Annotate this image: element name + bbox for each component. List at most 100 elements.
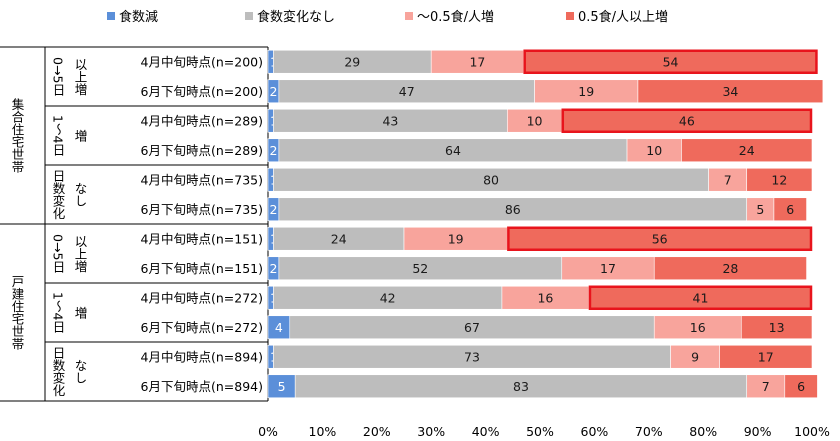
data-label: 10 xyxy=(527,113,543,128)
subgroup-label: なし xyxy=(73,182,88,207)
data-label: 73 xyxy=(464,349,480,364)
data-label: 19 xyxy=(448,231,464,246)
row-label: 4月中旬時点(n=272) xyxy=(141,290,263,305)
row-label: 4月中旬時点(n=151) xyxy=(141,231,263,246)
x-tick-label: 40% xyxy=(472,424,500,439)
highlight-box xyxy=(561,108,813,133)
x-tick-label: 60% xyxy=(581,424,609,439)
x-tick-label: 70% xyxy=(635,424,663,439)
bar-segment xyxy=(746,167,813,192)
data-label: 5 xyxy=(278,379,286,394)
data-label: 9 xyxy=(691,349,699,364)
data-label: 43 xyxy=(382,113,398,128)
data-label: 34 xyxy=(722,84,738,99)
data-label: 41 xyxy=(693,290,709,305)
x-tick-label: 50% xyxy=(526,424,554,439)
row-label: 6月下旬時点(n=200) xyxy=(141,84,263,99)
highlight-box xyxy=(507,226,813,251)
row-label: 4月中旬時点(n=735) xyxy=(141,172,263,187)
data-label: 86 xyxy=(505,202,521,217)
data-label: 13 xyxy=(769,320,785,335)
data-label: 4 xyxy=(275,320,283,335)
data-label: 54 xyxy=(663,54,679,69)
legend-label: 食数変化なし xyxy=(257,9,335,25)
highlight-box xyxy=(523,49,818,74)
data-label: 56 xyxy=(652,231,668,246)
data-label: 28 xyxy=(722,261,738,276)
legend-swatch xyxy=(566,12,574,20)
row-label: 6月下旬時点(n=151) xyxy=(141,261,263,276)
row-label: 6月下旬時点(n=272) xyxy=(141,320,263,335)
bars: 1291754247193414310462641024180712286561… xyxy=(267,49,824,399)
data-label: 17 xyxy=(469,54,485,69)
data-label: 6 xyxy=(786,202,794,217)
x-tick-label: 100% xyxy=(794,424,830,439)
subgroup-label: 0→5日 xyxy=(51,234,66,273)
group-label: 戸建住宅世帯 xyxy=(10,275,25,350)
data-label: 16 xyxy=(690,320,706,335)
data-label: 29 xyxy=(344,54,360,69)
data-label: 17 xyxy=(758,349,774,364)
row-label: 4月中旬時点(n=200) xyxy=(141,54,263,69)
row-label: 6月下旬時点(n=289) xyxy=(141,143,263,158)
x-tick-label: 30% xyxy=(417,424,445,439)
subgroup-label: 1～4日 xyxy=(51,292,66,333)
subgroup-label: 日数変化 xyxy=(51,170,66,221)
group-label: 集合住宅世帯 xyxy=(10,97,25,173)
bar-segment xyxy=(773,197,807,222)
data-label: 47 xyxy=(399,84,415,99)
data-label: 6 xyxy=(797,379,805,394)
subgroup-label: 増 xyxy=(73,129,88,142)
data-label: 19 xyxy=(578,84,594,99)
data-label: 80 xyxy=(483,172,499,187)
bar-segment xyxy=(740,315,813,340)
data-label: 7 xyxy=(762,379,770,394)
x-tick-label: 0% xyxy=(258,424,278,439)
subgroup-label: 日数変化 xyxy=(51,347,66,398)
data-label: 10 xyxy=(646,143,662,158)
x-axis: 0% 10% 20% 30% 40% 50% 60% 70% 80% 90% 100% xyxy=(258,424,830,439)
data-label: 2 xyxy=(269,261,277,276)
data-label: 7 xyxy=(724,172,732,187)
legend-swatch xyxy=(107,12,115,20)
data-label: 83 xyxy=(513,379,529,394)
data-label: 52 xyxy=(412,261,428,276)
data-label: 24 xyxy=(739,143,755,158)
legend-label: ～0.5食/人増 xyxy=(417,9,494,25)
bar-segment xyxy=(719,344,813,369)
data-label: 2 xyxy=(269,143,277,158)
row-label: 6月下旬時点(n=894) xyxy=(141,379,263,394)
subgroup-label: なし xyxy=(73,359,88,384)
row-label: 4月中旬時点(n=894) xyxy=(141,349,263,364)
subgroup-label: 0→5日 xyxy=(51,57,66,96)
legend-swatch xyxy=(245,12,253,20)
bar-segment xyxy=(653,256,807,281)
legend-label: 0.5食/人以上増 xyxy=(578,9,668,25)
subgroup-label: 以上増 xyxy=(73,58,88,96)
data-label: 64 xyxy=(445,143,461,158)
group-structure: 4月中旬時点(n=200)6月下旬時点(n=200)0→5日 以上増4月中旬時点(… xyxy=(0,46,269,402)
legend: 食数減 食数変化なし ～0.5食/人増 0.5食/人以上増 xyxy=(107,9,668,25)
data-label: 17 xyxy=(600,261,616,276)
legend-swatch xyxy=(405,12,413,20)
data-label: 2 xyxy=(269,84,277,99)
subgroup-label: 増 xyxy=(73,306,88,319)
highlight-box xyxy=(588,285,813,310)
subgroup-label: 1～4日 xyxy=(51,115,66,156)
bar-segment xyxy=(784,374,818,399)
x-tick-label: 10% xyxy=(309,424,337,439)
data-label: 42 xyxy=(380,290,396,305)
x-tick-label: 90% xyxy=(744,424,772,439)
data-label: 12 xyxy=(771,172,787,187)
data-label: 16 xyxy=(537,290,553,305)
bar-segment xyxy=(637,79,824,104)
row-label: 4月中旬時点(n=289) xyxy=(141,113,263,128)
row-label: 6月下旬時点(n=735) xyxy=(141,202,263,217)
data-label: 46 xyxy=(679,113,695,128)
bar-segment xyxy=(681,138,813,163)
x-tick-label: 20% xyxy=(363,424,391,439)
subgroup-label: 以上増 xyxy=(73,235,88,273)
x-tick-label: 80% xyxy=(689,424,717,439)
data-label: 24 xyxy=(331,231,347,246)
